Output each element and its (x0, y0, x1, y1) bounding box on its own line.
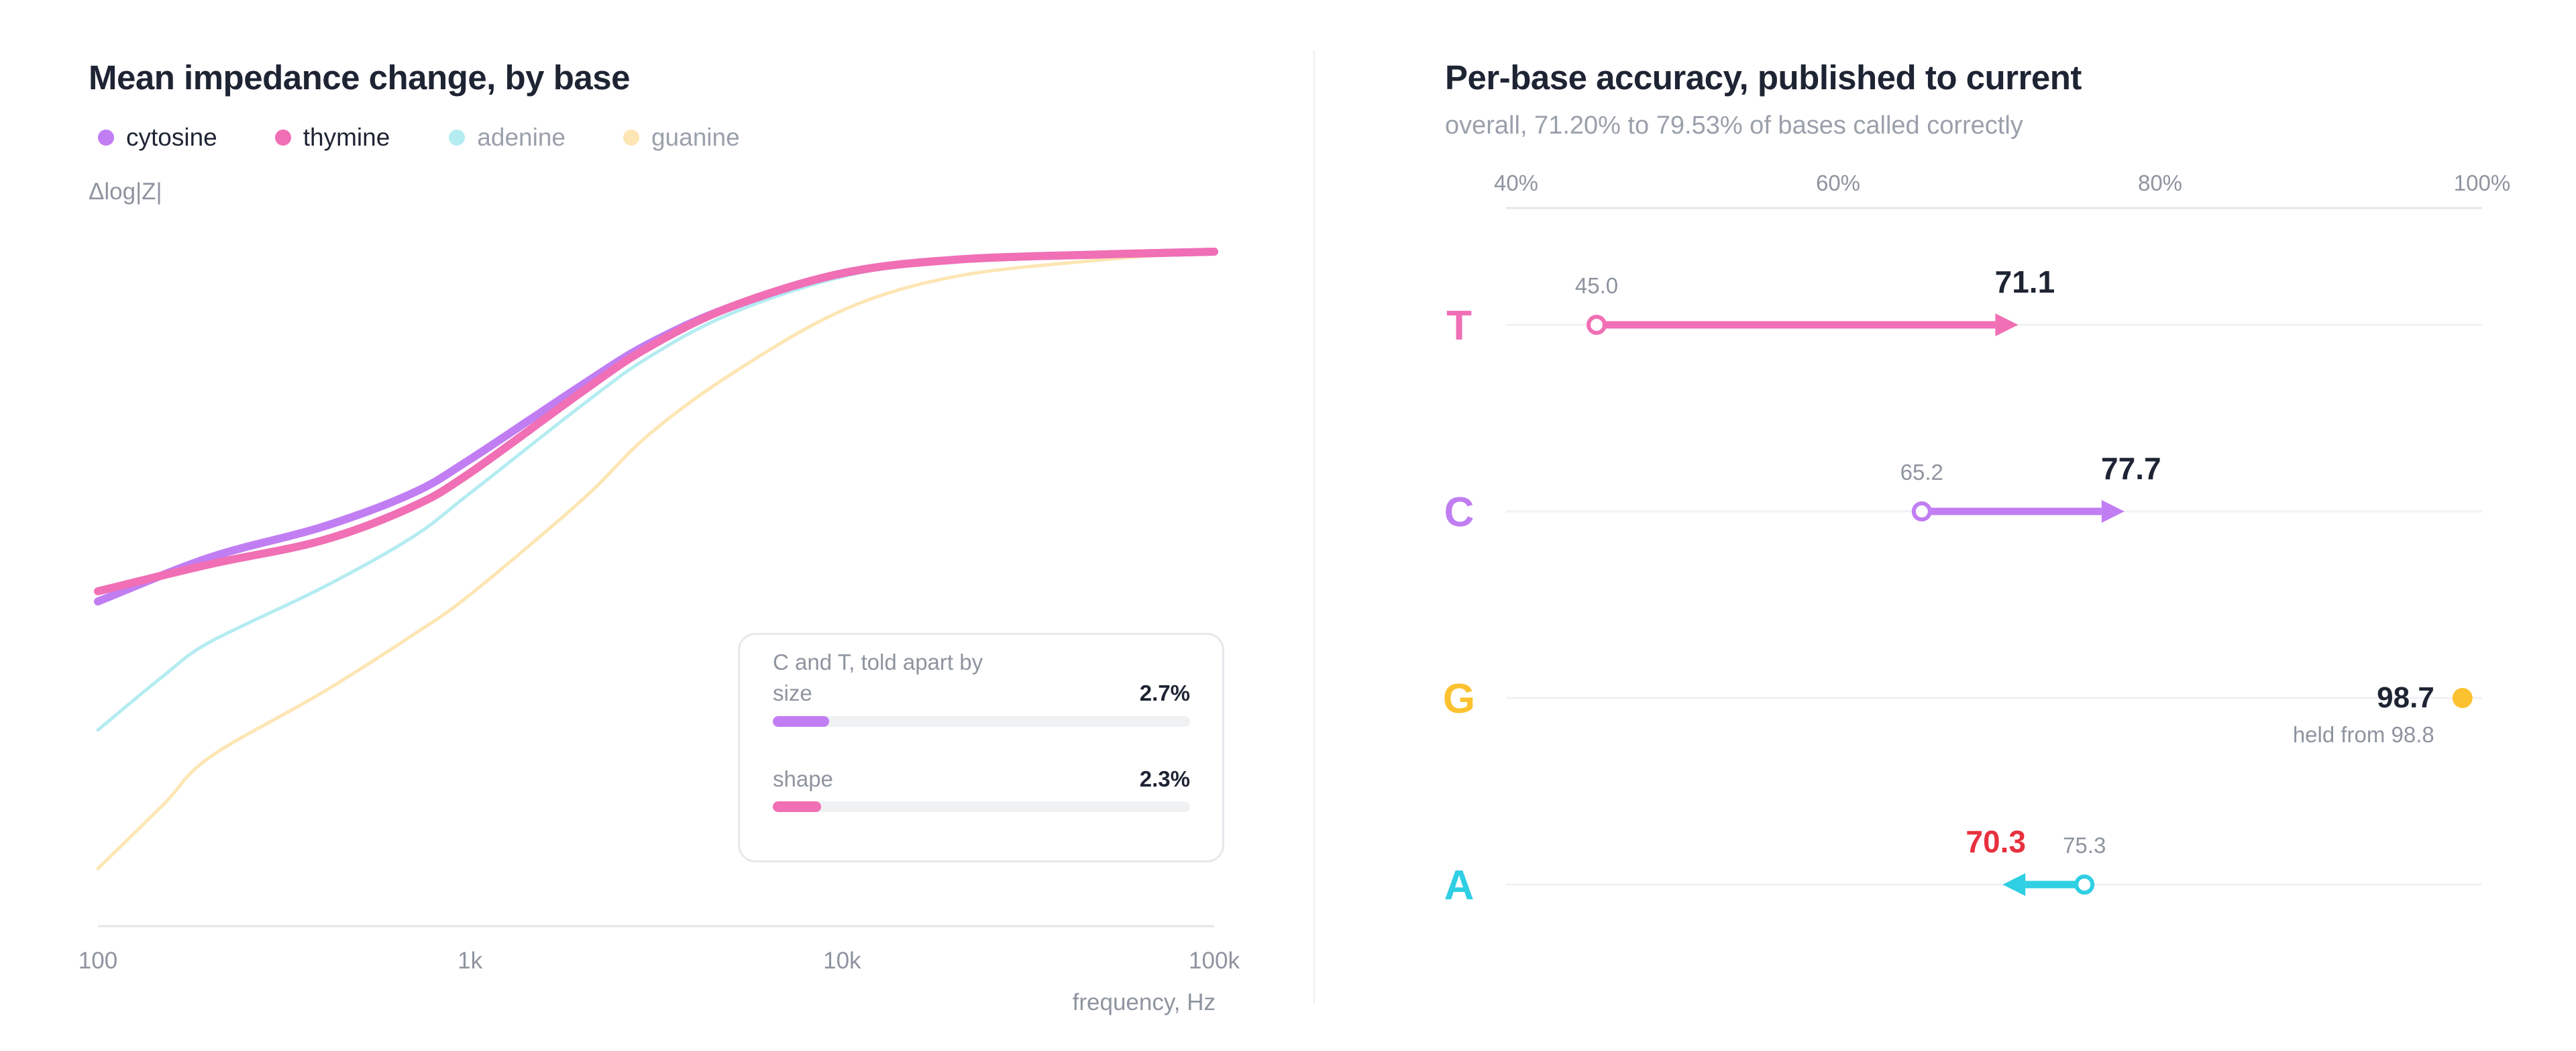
impedance-chart-title: Mean impedance change, by base (89, 58, 630, 97)
held-note: held from 98.8 (2293, 722, 2434, 747)
size-metric-track (773, 716, 1190, 727)
base-label-T: T (1446, 303, 1472, 349)
legend-item-thymine: thymine (274, 123, 390, 152)
shape-metric-label: shape (773, 766, 833, 791)
size-metric-label: size (773, 681, 812, 705)
separation-callout: C and T, told apart by size 2.7% shape 2… (738, 633, 1224, 862)
legend-item-cytosine: cytosine (98, 123, 217, 152)
accuracy-panel: Per-base accuracy, published to current … (1315, 0, 2576, 1051)
impedance-x-tick-label: 100k (1189, 948, 1240, 974)
legend-dot-guanine (623, 130, 639, 146)
accuracy-chart-title: Per-base accuracy, published to current (1445, 58, 2082, 97)
accuracy-row-G: G 98.7 held from 98.8 (1443, 676, 2482, 747)
panel-divider (1313, 50, 1315, 1003)
accuracy-row-T: T 45.0 71.1 (1446, 264, 2482, 349)
accuracy-chart-subtitle: overall, 71.20% to 79.53% of bases calle… (1445, 111, 2023, 140)
impedance-line-chart: 100 1k 10k 100k (78, 248, 1240, 974)
accuracy-dumbbell-chart: 40% 60% 80% 100% T 45.0 71.1 C 65.2 77.7 G 98.7 held… (1443, 170, 2510, 909)
accuracy-x-tick-label: 80% (2138, 170, 2182, 195)
arrowhead-C (2101, 500, 2125, 523)
impedance-line-thymine (94, 248, 1218, 595)
accuracy-x-tick-label: 100% (2454, 170, 2510, 195)
published-dot-T (1587, 315, 1607, 335)
base-label-C: C (1444, 489, 1474, 536)
legend-label-cytosine: cytosine (126, 123, 217, 151)
current-value-C: 77.7 (2101, 451, 2161, 486)
current-value-G: 98.7 (2377, 681, 2434, 714)
published-dot-A (2074, 874, 2095, 895)
current-dot-G (2452, 688, 2473, 708)
published-value-C: 65.2 (1900, 460, 1943, 485)
shape-metric-track (773, 801, 1190, 812)
impedance-x-tick-label: 100 (78, 948, 117, 974)
size-metric-value: 2.7% (1139, 681, 1190, 705)
callout-title: C and T, told apart by (773, 650, 983, 674)
impedance-legend: cytosine thymine adenine guanine (98, 123, 798, 152)
published-value-A: 75.3 (2063, 833, 2106, 858)
current-value-A: 70.3 (1966, 824, 2026, 859)
shape-metric-bar (773, 801, 821, 812)
accuracy-x-tick-label: 40% (1494, 170, 1538, 195)
legend-dot-thymine (274, 130, 291, 146)
impedance-x-axis-label: frequency, Hz (1072, 989, 1216, 1015)
shape-metric-value: 2.3% (1139, 766, 1190, 791)
legend-label-guanine: guanine (651, 123, 740, 151)
impedance-x-tick-label: 10k (823, 948, 861, 974)
base-label-A: A (1444, 862, 1474, 909)
impedance-line-guanine (96, 250, 1216, 870)
impedance-y-axis-label: Δlog|Z| (89, 179, 162, 205)
size-metric-bar (773, 716, 829, 727)
legend-dot-cytosine (98, 130, 114, 146)
accuracy-row-A: A 75.3 70.3 (1444, 824, 2482, 909)
arrowhead-T (1995, 313, 2019, 336)
accuracy-x-tick-label: 60% (1816, 170, 1860, 195)
impedance-panel: Mean impedance change, by base cytosine t… (78, 58, 1240, 1015)
legend-item-guanine: guanine (623, 123, 740, 152)
legend-item-adenine: adenine (449, 123, 566, 152)
legend-dot-adenine (449, 130, 466, 146)
current-value-T: 71.1 (1995, 264, 2055, 299)
accuracy-row-C: C 65.2 77.7 (1444, 451, 2482, 536)
legend-label-thymine: thymine (303, 123, 390, 151)
arrowhead-A (2002, 873, 2026, 896)
legend-label-adenine: adenine (477, 123, 566, 151)
published-value-T: 45.0 (1575, 273, 1618, 298)
impedance-x-tick-label: 1k (458, 948, 482, 974)
base-label-G: G (1443, 676, 1475, 722)
published-dot-C (1911, 501, 1932, 521)
